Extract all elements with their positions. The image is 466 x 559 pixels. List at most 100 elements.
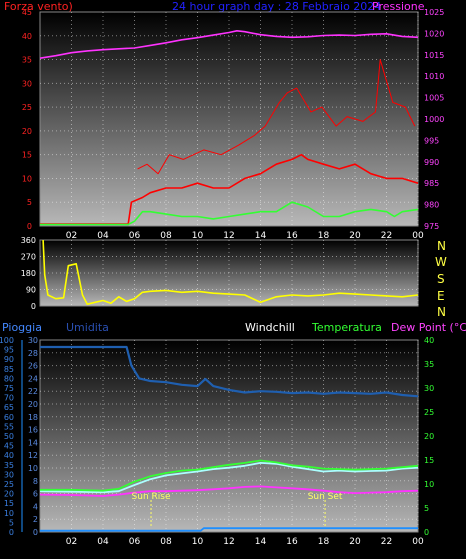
rain-tick-label: 0 — [9, 528, 14, 537]
humidity-tick-label: 18 — [28, 413, 38, 422]
x-tick-label: 20 — [349, 231, 361, 241]
x-tick-label: 14 — [255, 537, 267, 547]
humidity-tick-label: 6 — [33, 490, 38, 499]
x-tick-label: 16 — [286, 537, 298, 547]
humidity-tick-label: 10 — [28, 464, 38, 473]
dewpoint-legend: Dew Point (°C) — [391, 321, 466, 334]
wind-direction-line — [42, 239, 419, 305]
rain-tick-label: 85 — [4, 365, 14, 374]
direction-tick-label: 270 — [21, 253, 36, 262]
temperature-tick-label: 20 — [424, 432, 434, 441]
windchill-legend: Windchill — [245, 321, 295, 334]
x-tick-label: 08 — [160, 537, 172, 547]
x-tick-label: 00 — [412, 537, 424, 547]
temperature-tick-label: 25 — [424, 408, 434, 417]
temperature-tick-label: 35 — [424, 360, 434, 369]
pressure-tick-label: 1025 — [424, 8, 444, 17]
pressure-axis-title: Pressione — [372, 0, 425, 13]
wind-tick-label: 25 — [22, 103, 32, 112]
x-tick-label: 02 — [66, 231, 77, 241]
wind-tick-label: 30 — [22, 79, 32, 88]
x-tick-label: 18 — [318, 231, 330, 241]
x-tick-label: 12 — [223, 231, 234, 241]
x-tick-label: 22 — [381, 537, 392, 547]
humidity-tick-label: 28 — [28, 349, 38, 358]
rain-tick-label: 100 — [0, 336, 14, 345]
wind-tick-label: 40 — [22, 32, 32, 41]
wind-gust-peaks-line — [137, 59, 416, 175]
humidity-line — [40, 345, 419, 398]
direction-panel-ticks: 0 90 180 270 360 — [21, 236, 36, 311]
humidity-tick-label: 26 — [28, 362, 38, 371]
humidity-tick-label: 22 — [28, 387, 38, 396]
humidity-tick-label: 0 — [33, 528, 38, 537]
direction-panel-grid — [40, 240, 419, 306]
rain-line — [40, 527, 418, 532]
rain-tick-label: 90 — [4, 355, 14, 364]
x-tick-label: 06 — [129, 231, 141, 241]
rain-axis-title: Pioggia — [2, 321, 42, 334]
compass-w: W — [435, 255, 447, 269]
pressure-tick-label: 1000 — [424, 115, 444, 124]
direction-panel-series — [42, 239, 419, 305]
humidity-tick-label: 8 — [33, 477, 38, 486]
rain-tick-label: 70 — [4, 394, 14, 403]
direction-tick-label: 0 — [31, 302, 36, 311]
pressure-tick-label: 1015 — [424, 51, 444, 60]
direction-tick-label: 90 — [26, 286, 36, 295]
humidity-tick-label: 16 — [28, 426, 38, 435]
wind-tick-label: 45 — [22, 8, 32, 17]
humidity-tick-label: 4 — [33, 502, 38, 511]
rain-tick-label: 65 — [4, 403, 14, 412]
rain-tick-label: 15 — [4, 499, 14, 508]
x-tick-label: 04 — [97, 537, 109, 547]
x-tick-label: 18 — [318, 537, 330, 547]
x-tick-label: 08 — [160, 231, 172, 241]
x-tick-label: 12 — [223, 537, 234, 547]
wind-tick-label: 0 — [27, 222, 32, 231]
temperature-panel-grid — [40, 340, 419, 532]
temperature-tick-label: 30 — [424, 384, 434, 393]
wind-panel-series — [39, 30, 419, 226]
temperature-tick-label: 40 — [424, 336, 434, 345]
compass-e: E — [437, 289, 445, 303]
pressure-tick-label: 995 — [424, 136, 439, 145]
pressure-line — [39, 30, 419, 59]
sunrise-label: Sun Rise — [132, 492, 171, 502]
pressure-tick-label: 985 — [424, 179, 439, 188]
compass-n-top: N — [437, 239, 446, 253]
wind-gust-line — [40, 201, 419, 226]
wind-axis-title: Forza vento) — [4, 0, 73, 13]
temperature-tick-label: 0 — [424, 528, 429, 537]
humidity-tick-label: 24 — [28, 374, 38, 383]
rain-tick-label: 20 — [4, 490, 14, 499]
wind-panel-ticks: 02 04 06 08 10 12 14 16 18 20 22 000510152025303540… — [22, 8, 445, 241]
pressure-tick-label: 1005 — [424, 94, 444, 103]
temperature-legend: Temperatura — [311, 321, 382, 334]
x-tick-label: 04 — [97, 231, 109, 241]
rain-tick-label: 75 — [4, 384, 14, 393]
rain-tick-label: 5 — [9, 518, 14, 527]
pressure-tick-label: 980 — [424, 201, 439, 210]
rain-tick-label: 25 — [4, 480, 14, 489]
wind-tick-label: 10 — [22, 174, 32, 183]
rain-tick-label: 50 — [4, 432, 14, 441]
compass-s: S — [437, 272, 445, 286]
temperature-tick-label: 15 — [424, 456, 434, 465]
wind-tick-label: 5 — [27, 198, 32, 207]
humidity-tick-label: 14 — [28, 438, 38, 447]
direction-tick-label: 360 — [21, 236, 36, 245]
humidity-tick-label: 20 — [28, 400, 38, 409]
humidity-tick-label: 12 — [28, 451, 38, 460]
x-tick-label: 06 — [129, 537, 141, 547]
x-tick-label: 00 — [412, 231, 424, 241]
sun-annotations: Sun Rise Sun Set — [132, 492, 343, 528]
rain-tick-label: 40 — [4, 451, 14, 460]
pressure-tick-label: 1020 — [424, 29, 444, 38]
wind-speed-line — [40, 153, 419, 225]
pressure-tick-label: 975 — [424, 222, 439, 231]
rain-tick-label: 30 — [4, 470, 14, 479]
windchill-line — [39, 462, 419, 494]
dewpoint-line — [39, 485, 419, 497]
rain-tick-label: 55 — [4, 422, 14, 431]
